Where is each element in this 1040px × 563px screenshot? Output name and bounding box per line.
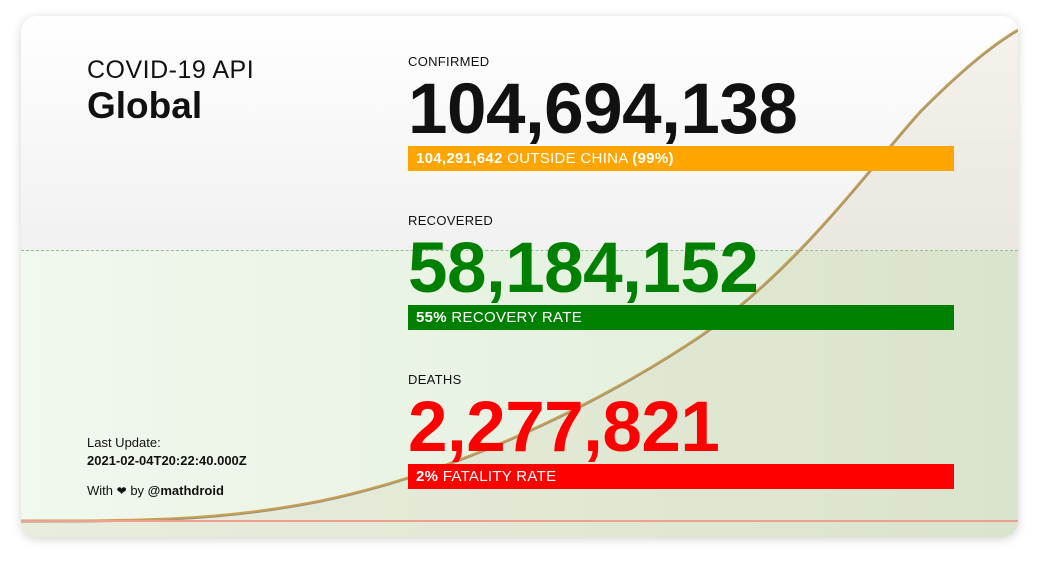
credit-line: With ❤ by @mathdroid — [87, 482, 247, 500]
deaths-bar: 2% FATALITY RATE — [408, 464, 954, 489]
growth-curve-graphic — [21, 28, 1018, 537]
last-update-label: Last Update: — [87, 435, 161, 450]
credit-author-link[interactable]: @mathdroid — [147, 483, 224, 498]
last-update-value: 2021-02-04T20:22:40.000Z — [87, 453, 247, 468]
curve-line — [21, 28, 1018, 523]
recovered-stat: RECOVERED 58,184,152 55% RECOVERY RATE — [408, 213, 954, 330]
curve-line-shadow — [21, 30, 1018, 523]
dashed-divider — [21, 250, 1018, 251]
curve-area — [21, 30, 1018, 537]
deaths-label: DEATHS — [408, 372, 462, 387]
recovered-bar-text: RECOVERY RATE — [451, 309, 583, 326]
confirmed-bar-value: 104,291,642 — [416, 150, 503, 167]
confirmed-label: CONFIRMED — [408, 54, 490, 69]
heart-icon: ❤ — [116, 484, 127, 498]
recovered-bar-value: 55% — [416, 309, 447, 326]
confirmed-stat: CONFIRMED 104,694,138 104,291,642 OUTSID… — [408, 54, 954, 171]
deaths-stat: DEATHS 2,277,821 2% FATALITY RATE — [408, 372, 954, 489]
update-meta: Last Update: 2021-02-04T20:22:40.000Z Wi… — [87, 434, 247, 500]
confirmed-bar-percent: (99%) — [632, 150, 674, 167]
credit-by: by — [130, 483, 145, 498]
credit-prefix: With — [87, 483, 113, 498]
covid-dashboard-card: COVID-19 API Global CONFIRMED 104,694,13… — [21, 16, 1018, 537]
page-title: Global — [87, 85, 203, 126]
deaths-bar-value: 2% — [416, 468, 439, 485]
deaths-bar-text: FATALITY RATE — [442, 468, 557, 485]
background-top — [21, 16, 1018, 251]
deaths-value: 2,277,821 — [408, 388, 720, 467]
brand: COVID-19 API Global — [87, 56, 254, 128]
brand-subtitle: COVID-19 API — [87, 56, 255, 84]
recovered-label: RECOVERED — [408, 213, 494, 228]
confirmed-value: 104,694,138 — [408, 70, 798, 149]
confirmed-bar: 104,291,642 OUTSIDE CHINA (99%) — [408, 146, 954, 171]
confirmed-bar-text: OUTSIDE CHINA — [507, 150, 628, 167]
recovered-bar: 55% RECOVERY RATE — [408, 305, 954, 330]
background-bottom — [21, 251, 1018, 537]
recovered-value: 58,184,152 — [408, 229, 759, 308]
